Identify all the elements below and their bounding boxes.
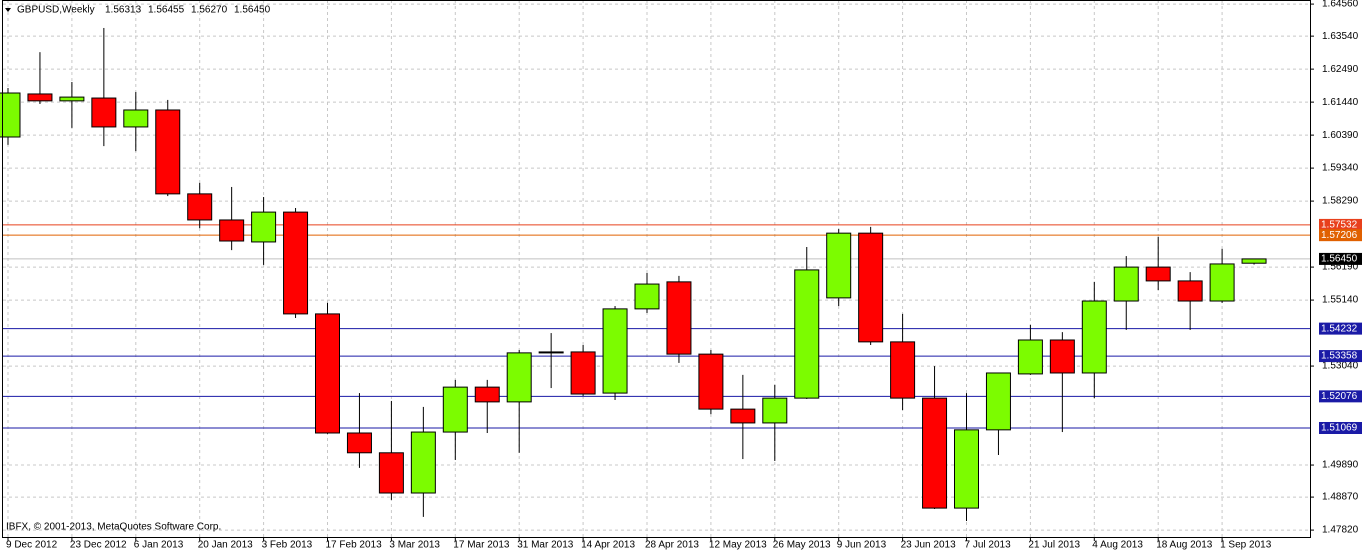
x-tick-label: 31 Mar 2013 [517,540,574,551]
x-tick-label: 26 May 2013 [773,540,831,551]
price-label: 1.52076 [1321,391,1358,402]
y-tick-label: 1.60390 [1322,130,1359,141]
y-tick-label: 1.55140 [1322,295,1359,306]
x-tick-label: 17 Mar 2013 [453,540,510,551]
chart-title: GBPUSD,Weekly [17,5,95,16]
candle-body [730,408,756,424]
candle-body [0,92,21,138]
price-label: 1.56450 [1321,254,1358,265]
candle-body [826,232,852,299]
candle-body [1177,280,1203,302]
candle-body [890,341,916,399]
candle-body [187,193,213,221]
x-tick-label: 17 Feb 2013 [326,540,383,551]
candle-body [1113,266,1139,302]
candle-body [1017,339,1043,375]
price-label: 1.51069 [1321,423,1358,434]
candle-body [985,372,1011,431]
candle-body [954,429,979,509]
copyright: IBFX, © 2001-2013, MetaQuotes Software C… [6,522,221,533]
y-tick-label: 1.49890 [1322,460,1359,471]
candle-body [794,269,820,399]
candle-body [1081,300,1107,374]
price-label-box [1319,218,1362,231]
y-tick-label: 1.59340 [1322,163,1359,174]
y-tick-label: 1.47820 [1322,525,1359,536]
y-tick-label: 1.58290 [1322,196,1359,207]
x-tick-label: 28 Apr 2013 [645,540,699,551]
price-label-box [1319,322,1362,335]
x-tick-label: 18 Aug 2013 [1156,540,1213,551]
header-value: 1.56313 [105,5,142,16]
plot-area [0,0,1310,537]
candle-body [474,386,500,403]
price-label-box [1319,421,1362,434]
price-label: 1.57206 [1321,230,1358,241]
candle-body [762,397,788,424]
x-tick-label: 14 Apr 2013 [581,540,635,551]
price-label-box [1319,252,1362,265]
candle-body [378,452,404,494]
candle-body [1049,339,1075,374]
x-tick-label: 3 Mar 2013 [389,540,440,551]
candle-body [410,431,436,494]
menu-arrow[interactable] [5,8,11,12]
y-tick-label: 1.53040 [1322,361,1359,372]
price-label-box [1319,350,1362,363]
y-tick-label: 1.62490 [1322,64,1359,75]
x-tick-label: 21 Jul 2013 [1028,540,1080,551]
candle-body [602,308,628,394]
candle-body [634,283,660,310]
candle-body [251,211,277,243]
price-label: 1.53358 [1321,351,1358,362]
y-tick-label: 1.48870 [1322,492,1359,503]
x-tick-label: 6 Jan 2013 [134,540,184,551]
candle-body [283,211,309,315]
y-tick-label: 1.56190 [1322,262,1359,273]
candle-body [123,109,149,128]
x-tick-label: 3 Feb 2013 [262,540,313,551]
price-label: 1.57532 [1321,220,1358,231]
x-tick-label: 20 Jan 2013 [198,540,253,551]
price-label-box [1319,229,1362,242]
price-label: 1.54232 [1321,323,1358,334]
x-tick-label: 12 May 2013 [709,540,767,551]
candle-body [698,353,724,410]
header-value: 1.56455 [148,5,185,16]
y-tick-label: 1.61440 [1322,97,1359,108]
candle-body [1209,263,1235,302]
price-label-box [1319,390,1362,403]
x-tick-label: 4 Aug 2013 [1092,540,1143,551]
candle-body [27,93,53,102]
candle-body [538,351,564,354]
candle-body [155,109,181,195]
candle-body [59,96,85,102]
candle-body [346,432,372,454]
x-tick-label: 7 Jul 2013 [965,540,1012,551]
candle-body [91,97,117,128]
x-tick-label: 23 Dec 2012 [70,540,127,551]
y-tick-label: 1.64560 [1322,0,1359,10]
candle-body [219,219,245,242]
x-tick-label: 23 Jun 2013 [901,540,956,551]
plot-frame [2,0,1311,538]
x-tick-label: 9 Jun 2013 [837,540,887,551]
candle-body [315,313,340,434]
candle-body [506,352,532,403]
candle-body [1241,258,1267,264]
candle-body [570,351,596,395]
candle-body [442,386,468,433]
y-tick-label: 1.63540 [1322,31,1359,42]
x-tick-label: 9 Dec 2012 [6,540,58,551]
header-value: 1.56450 [234,5,271,16]
candle-body [666,281,692,355]
x-tick-label: 1 Sep 2013 [1220,540,1272,551]
candle-body [858,232,884,343]
candle-body [1145,266,1171,282]
header-value: 1.56270 [191,5,228,16]
candle-body [922,397,948,509]
